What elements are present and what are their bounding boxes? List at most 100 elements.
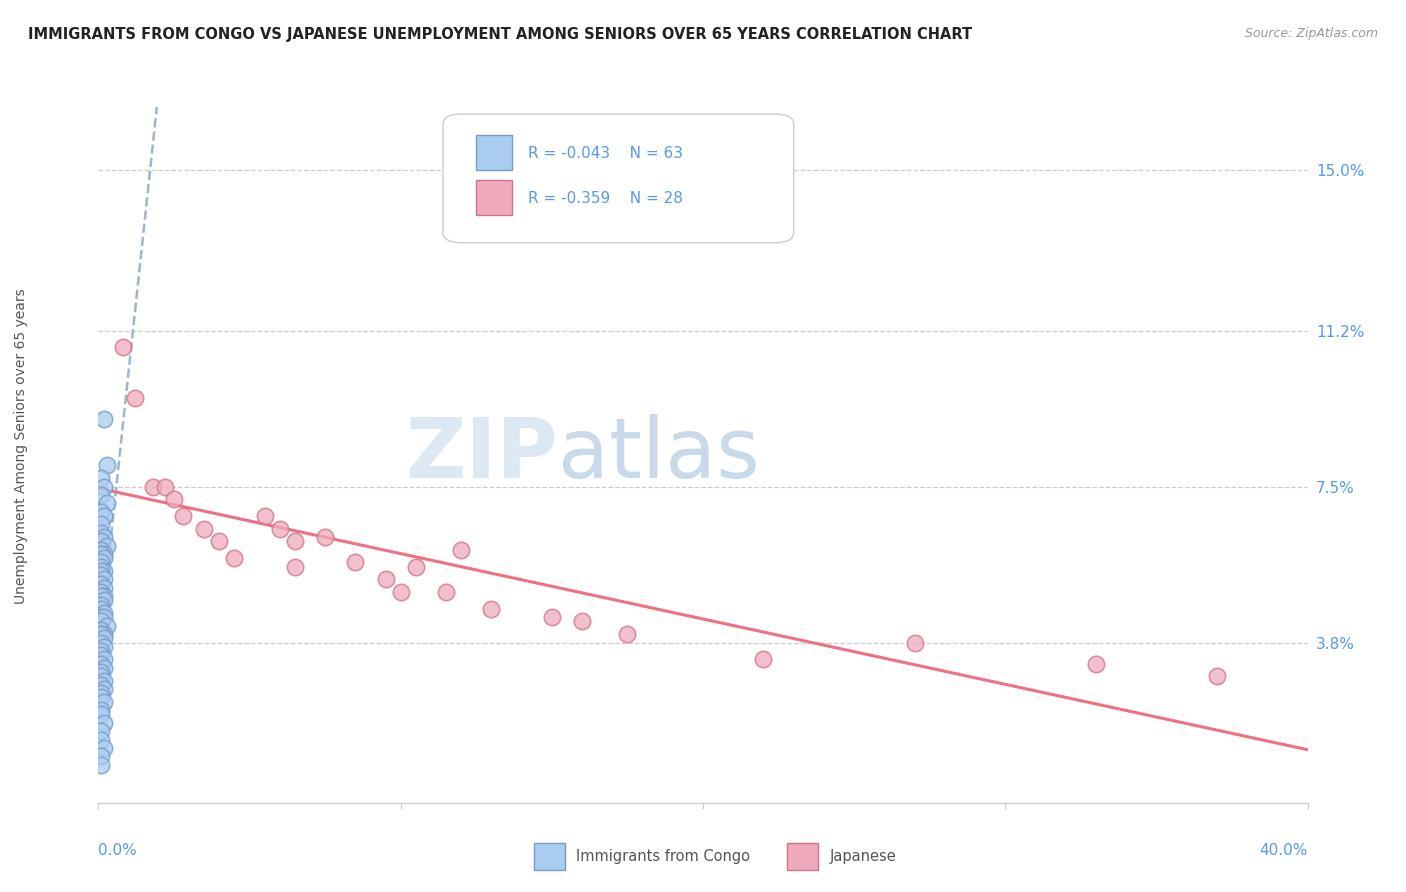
Point bbox=[253, 509, 276, 524]
Point bbox=[344, 556, 367, 570]
Text: 0.0%: 0.0% bbox=[98, 843, 138, 858]
Point bbox=[93, 572, 115, 586]
Text: Unemployment Among Seniors over 65 years: Unemployment Among Seniors over 65 years bbox=[14, 288, 28, 604]
Point bbox=[93, 715, 115, 730]
Point bbox=[571, 615, 593, 629]
Point bbox=[93, 589, 115, 603]
Point bbox=[540, 610, 562, 624]
Bar bbox=[475, 180, 512, 215]
Point bbox=[374, 572, 396, 586]
Point bbox=[90, 471, 112, 485]
Point bbox=[389, 585, 412, 599]
Point bbox=[93, 564, 115, 578]
Point bbox=[904, 635, 927, 649]
Point bbox=[90, 665, 112, 679]
Point bbox=[142, 479, 165, 493]
Point bbox=[93, 412, 115, 426]
Point bbox=[90, 707, 112, 722]
Point bbox=[93, 547, 115, 561]
Point bbox=[90, 610, 112, 624]
FancyBboxPatch shape bbox=[443, 114, 793, 243]
Point bbox=[90, 598, 112, 612]
Point bbox=[90, 589, 112, 603]
Point bbox=[90, 690, 112, 705]
Point bbox=[93, 530, 115, 544]
Point bbox=[752, 652, 775, 666]
Point bbox=[153, 479, 176, 493]
Point bbox=[90, 757, 112, 772]
Point bbox=[90, 686, 112, 700]
Bar bbox=[787, 843, 818, 870]
Point bbox=[93, 479, 115, 493]
Point bbox=[90, 568, 112, 582]
Point bbox=[314, 530, 336, 544]
Point bbox=[93, 593, 115, 607]
Point bbox=[90, 488, 112, 502]
Point bbox=[450, 542, 472, 557]
Point bbox=[93, 652, 115, 666]
Point bbox=[284, 534, 307, 549]
Point bbox=[124, 391, 146, 405]
Point bbox=[93, 673, 115, 688]
Point bbox=[90, 657, 112, 671]
Text: 40.0%: 40.0% bbox=[1260, 843, 1308, 858]
Point bbox=[90, 669, 112, 683]
Point bbox=[90, 678, 112, 692]
Point bbox=[93, 681, 115, 696]
Point bbox=[93, 551, 115, 566]
Point bbox=[90, 648, 112, 663]
Point bbox=[90, 623, 112, 637]
Text: Source: ZipAtlas.com: Source: ZipAtlas.com bbox=[1244, 27, 1378, 40]
Point bbox=[93, 610, 115, 624]
Point bbox=[90, 542, 112, 557]
Point bbox=[90, 564, 112, 578]
Point bbox=[481, 602, 503, 616]
Point bbox=[163, 492, 186, 507]
Point bbox=[96, 458, 118, 473]
Text: IMMIGRANTS FROM CONGO VS JAPANESE UNEMPLOYMENT AMONG SENIORS OVER 65 YEARS CORRE: IMMIGRANTS FROM CONGO VS JAPANESE UNEMPL… bbox=[28, 27, 972, 42]
Text: Immigrants from Congo: Immigrants from Congo bbox=[576, 849, 751, 863]
Point bbox=[90, 732, 112, 747]
Point bbox=[93, 695, 115, 709]
Point bbox=[224, 551, 246, 566]
Point bbox=[90, 602, 112, 616]
Point bbox=[90, 534, 112, 549]
Point bbox=[93, 627, 115, 641]
Point bbox=[90, 556, 112, 570]
Point bbox=[434, 585, 457, 599]
Point bbox=[90, 517, 112, 532]
Point bbox=[208, 534, 231, 549]
Text: R = -0.043    N = 63: R = -0.043 N = 63 bbox=[527, 146, 683, 161]
Point bbox=[90, 615, 112, 629]
Point bbox=[90, 547, 112, 561]
Text: atlas: atlas bbox=[558, 415, 759, 495]
Point bbox=[90, 703, 112, 717]
Point bbox=[1206, 669, 1229, 683]
Point bbox=[96, 496, 118, 510]
Point bbox=[405, 559, 427, 574]
Point bbox=[90, 644, 112, 658]
Text: Japanese: Japanese bbox=[830, 849, 896, 863]
Bar bbox=[534, 843, 565, 870]
Point bbox=[93, 640, 115, 654]
Point bbox=[90, 635, 112, 649]
Point bbox=[90, 627, 112, 641]
Point bbox=[284, 559, 307, 574]
Point bbox=[90, 576, 112, 591]
Point bbox=[93, 632, 115, 646]
Point bbox=[111, 340, 134, 354]
Point bbox=[93, 606, 115, 620]
Point bbox=[269, 522, 291, 536]
Point bbox=[172, 509, 194, 524]
Point bbox=[90, 525, 112, 540]
Point bbox=[93, 741, 115, 756]
Text: R = -0.359    N = 28: R = -0.359 N = 28 bbox=[527, 192, 682, 206]
Point bbox=[93, 661, 115, 675]
Point bbox=[90, 724, 112, 739]
Point bbox=[1085, 657, 1108, 671]
Point bbox=[96, 618, 118, 632]
Point bbox=[90, 585, 112, 599]
Bar bbox=[475, 135, 512, 169]
Point bbox=[90, 505, 112, 519]
Point bbox=[616, 627, 638, 641]
